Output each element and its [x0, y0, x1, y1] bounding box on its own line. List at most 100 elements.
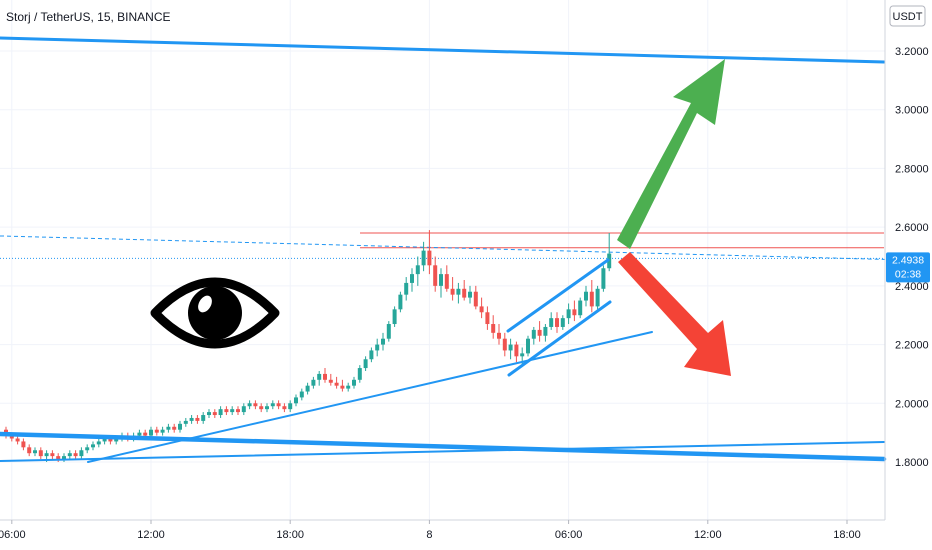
candle-body: [491, 324, 496, 333]
x-tick-label: 8: [426, 529, 432, 541]
x-tick-label: 18:00: [276, 529, 304, 541]
candle: [479, 297, 484, 319]
candle: [456, 282, 461, 304]
candle-body: [572, 309, 577, 316]
candle: [468, 285, 472, 304]
candle-body: [172, 426, 177, 430]
candle: [566, 303, 571, 325]
bottom-trendline[interactable]: [0, 431, 887, 462]
candle-body: [421, 250, 426, 266]
candle: [589, 279, 594, 313]
candle-body: [514, 344, 519, 357]
candle: [91, 441, 95, 451]
candle-body: [439, 274, 443, 286]
candle-body: [363, 359, 368, 369]
price-axis[interactable]: 1.8000 2.0000 2.2000 2.4000 2.6000 2.8000 3.00…: [884, 0, 930, 520]
candle-body: [433, 265, 438, 286]
candle: [352, 376, 356, 389]
candle: [154, 426, 159, 436]
candle: [21, 438, 26, 451]
candle-body: [485, 312, 490, 325]
currency-badge[interactable]: USDT: [889, 5, 926, 27]
candle-body: [276, 403, 281, 407]
y-tick-label: 3.2000: [895, 46, 929, 58]
candle-body: [589, 291, 594, 307]
candle: [410, 268, 414, 292]
lower-support-line[interactable]: [0, 441, 885, 462]
candle-body: [241, 406, 246, 413]
candle-body: [201, 415, 206, 421]
candle-body: [450, 288, 455, 295]
candle-body: [317, 373, 322, 380]
candle-body: [56, 456, 61, 460]
candle: [282, 403, 287, 413]
candle-body: [444, 274, 449, 289]
grid-lines: [0, 0, 885, 520]
candle: [340, 379, 345, 392]
candle-body: [531, 329, 536, 339]
candle: [85, 444, 90, 454]
candle-body: [410, 274, 414, 283]
channel-lower-line[interactable]: [507, 300, 612, 377]
candle-body: [166, 426, 171, 430]
candle-body: [334, 382, 339, 386]
candle: [79, 447, 84, 460]
candle: [497, 324, 501, 345]
candle-body: [328, 379, 333, 383]
candle: [224, 406, 229, 416]
candle: [346, 382, 351, 392]
candle: [450, 277, 455, 301]
candle: [334, 376, 339, 389]
candle: [27, 444, 32, 457]
candle: [462, 279, 467, 301]
candle-body: [114, 438, 119, 442]
candle-body: [50, 453, 55, 457]
candle: [578, 297, 583, 319]
arrow-down-right-icon: [618, 252, 731, 376]
chart-title: Storj / TetherUS, 15, BINANCE: [6, 10, 171, 24]
candle: [317, 370, 322, 386]
x-tick-label: 06:00: [0, 529, 26, 541]
candle: [392, 306, 397, 327]
candle-body: [456, 288, 461, 295]
candle: [572, 300, 577, 322]
candle-body: [85, 447, 90, 451]
trendlines[interactable]: [0, 36, 887, 463]
candle: [421, 241, 426, 272]
candle-body: [497, 332, 501, 339]
candle-body: [108, 438, 113, 442]
candle-body: [311, 379, 316, 386]
arrow-up-right-icon: [617, 59, 725, 249]
candle: [247, 400, 252, 410]
candle: [67, 450, 72, 460]
candle: [178, 420, 182, 433]
last-price-label: 2.4938: [892, 254, 924, 266]
rising-support-line[interactable]: [87, 331, 653, 463]
candle-body: [27, 447, 32, 454]
candle-body: [218, 409, 223, 416]
channel-upper-line[interactable]: [506, 258, 610, 333]
currency-label: USDT: [893, 11, 923, 23]
candle: [502, 332, 507, 357]
top-trendline[interactable]: [0, 36, 886, 64]
candle-body: [398, 294, 403, 310]
candle: [33, 447, 37, 457]
candle-body: [520, 353, 525, 357]
time-axis[interactable]: 06:00 12:00 18:00 8 06:00 12:00 18:00: [0, 519, 885, 541]
candle: [50, 450, 55, 460]
candle-body: [96, 441, 101, 445]
candle-body: [149, 429, 153, 436]
candle-body: [555, 318, 559, 327]
candle: [526, 335, 530, 357]
candle-body: [189, 417, 194, 421]
candle: [241, 403, 246, 416]
candle: [195, 415, 200, 424]
candle-body: [392, 309, 397, 325]
candle-body: [143, 432, 148, 436]
candle: [491, 315, 496, 339]
candle: [607, 233, 612, 272]
candle-body: [468, 291, 472, 298]
candle: [433, 256, 438, 292]
